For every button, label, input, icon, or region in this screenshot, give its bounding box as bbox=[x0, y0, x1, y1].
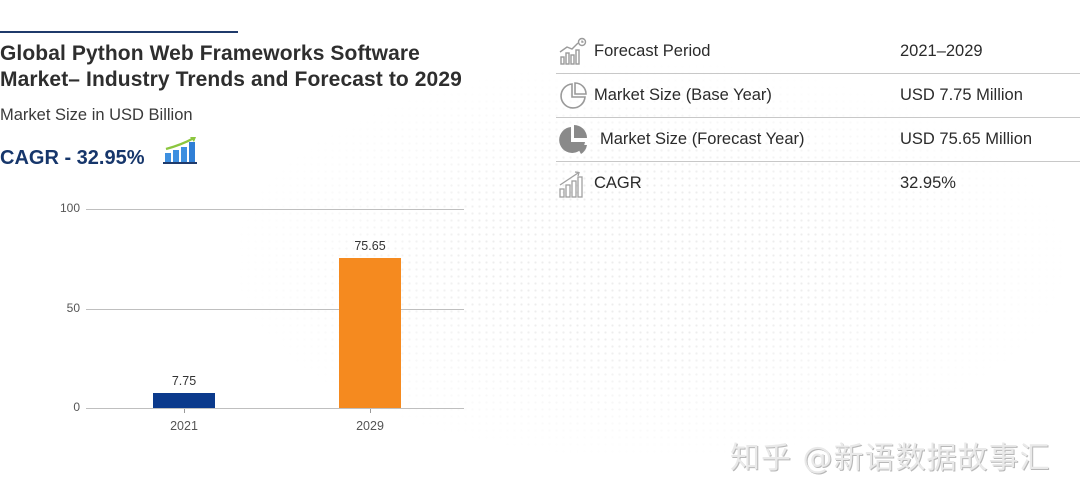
growth-chart-icon bbox=[162, 136, 199, 170]
forecast-chart-icon bbox=[556, 35, 590, 69]
pie-filled-icon bbox=[556, 123, 590, 157]
x-axis-line bbox=[86, 408, 464, 409]
bar-2021 bbox=[153, 393, 215, 408]
y-tick-100: 100 bbox=[59, 201, 80, 215]
x-tick-2029: 2029 bbox=[356, 419, 384, 433]
row-value: 2021–2029 bbox=[900, 42, 983, 60]
row-value: USD 7.75 Million bbox=[900, 86, 1023, 104]
y-tick-0: 0 bbox=[73, 400, 80, 414]
row-label: Forecast Period bbox=[594, 42, 711, 60]
table-row-base-year: Market Size (Base Year) USD 7.75 Million bbox=[556, 74, 1080, 118]
bar-growth-icon bbox=[556, 167, 590, 201]
x-tick-2021: 2021 bbox=[170, 419, 198, 433]
y-tick-50: 50 bbox=[66, 301, 80, 315]
table-row-forecast-period: Forecast Period 2021–2029 bbox=[556, 30, 1080, 74]
x-tick-mark bbox=[184, 409, 185, 413]
table-row-cagr: CAGR 32.95% bbox=[556, 162, 1080, 205]
title-line-1: Global Python Web Frameworks Software bbox=[0, 42, 420, 65]
page-title: Global Python Web Frameworks Software Ma… bbox=[0, 41, 540, 93]
title-line-2: Market– Industry Trends and Forecast to … bbox=[0, 68, 462, 91]
x-tick-mark bbox=[370, 409, 371, 413]
bar-label-2021: 7.75 bbox=[171, 374, 197, 388]
row-label: Market Size (Base Year) bbox=[594, 86, 772, 104]
cagr-label: CAGR - 32.95% bbox=[0, 146, 145, 169]
row-label: Market Size (Forecast Year) bbox=[600, 130, 805, 148]
summary-table: Forecast Period 2021–2029 Market Size (B… bbox=[556, 30, 1080, 205]
gridline-50 bbox=[86, 309, 464, 310]
title-accent-line bbox=[0, 31, 238, 33]
bar-label-2029: 75.65 bbox=[354, 239, 386, 253]
pie-outline-icon bbox=[556, 79, 590, 113]
cagr-headline: CAGR - 32.95% bbox=[0, 136, 199, 170]
bar-chart: 100 50 0 7.75 75.65 2021 2029 bbox=[40, 190, 480, 450]
row-label: CAGR bbox=[594, 174, 642, 192]
chart-subtitle: Market Size in USD Billion bbox=[0, 106, 193, 124]
gridline-100 bbox=[86, 209, 464, 210]
table-row-forecast-year: Market Size (Forecast Year) USD 75.65 Mi… bbox=[556, 118, 1080, 162]
row-value: USD 75.65 Million bbox=[900, 130, 1033, 148]
row-value: 32.95% bbox=[900, 174, 956, 192]
bar-2029 bbox=[339, 258, 401, 408]
watermark: 知乎 @新语数据故事汇 bbox=[730, 441, 1051, 476]
